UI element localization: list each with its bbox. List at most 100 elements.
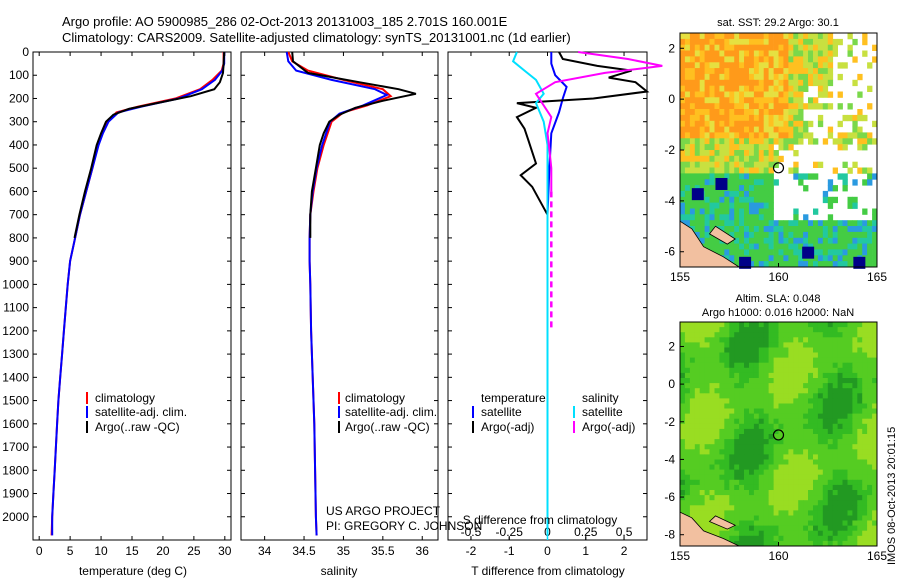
- map-cell: [768, 226, 774, 233]
- map-cell: [852, 367, 858, 374]
- map-cell: [817, 510, 824, 516]
- map-cell: [813, 337, 819, 343]
- map-cell: [709, 44, 715, 51]
- map-cell: [817, 408, 824, 414]
- map-x-tick-label: 165: [867, 549, 887, 563]
- map-cell: [853, 256, 866, 269]
- map-cell: [749, 434, 755, 440]
- map-cell: [719, 114, 725, 122]
- map-cell: [832, 38, 838, 46]
- map-cell: [739, 393, 745, 399]
- map-cell: [724, 190, 730, 198]
- map-cell: [847, 367, 853, 374]
- map-cell: [704, 155, 710, 163]
- map-cell: [768, 144, 774, 151]
- map-cell: [734, 495, 740, 501]
- map-cell: [862, 413, 868, 420]
- map-cell: [803, 103, 809, 110]
- map-cell: [699, 418, 705, 425]
- map-cell: [753, 44, 760, 51]
- map-cell: [724, 138, 730, 145]
- map-cell: [719, 103, 725, 110]
- map-cell: [684, 439, 691, 445]
- map-cell: [832, 490, 838, 496]
- map-cell: [773, 367, 779, 374]
- map-cell: [699, 434, 705, 440]
- map-cell: [709, 484, 715, 491]
- map-cell: [813, 255, 819, 262]
- map-cell: [793, 490, 799, 496]
- map-cell: [709, 464, 715, 470]
- map-cell: [788, 327, 794, 333]
- map-cell: [753, 449, 760, 455]
- map-cell: [734, 103, 740, 110]
- map-cell: [773, 73, 779, 81]
- map-cell: [680, 132, 686, 139]
- map-cell: [724, 357, 730, 364]
- map-cell: [724, 383, 730, 389]
- map-cell: [699, 220, 705, 227]
- map-cell: [872, 231, 878, 239]
- map-cell: [699, 444, 705, 450]
- map-cell: [773, 444, 779, 450]
- map-cell: [778, 434, 784, 440]
- map-cell: [803, 444, 809, 450]
- map-cell: [827, 530, 834, 537]
- map-cell: [758, 459, 765, 465]
- map-cell: [788, 530, 794, 537]
- map-cell: [744, 525, 750, 532]
- map-cell: [867, 423, 873, 430]
- map-cell: [694, 423, 701, 430]
- map-cell: [857, 337, 863, 343]
- map-cell: [813, 434, 819, 440]
- map-cell: [862, 525, 868, 532]
- map-cell: [822, 327, 829, 333]
- map-cell: [872, 408, 878, 414]
- map-cell: [744, 327, 750, 333]
- map-cell: [827, 459, 834, 465]
- map-cell: [749, 530, 755, 537]
- map-cell: [847, 495, 853, 501]
- map-cell: [798, 500, 804, 506]
- map-cell: [714, 173, 720, 180]
- map-cell: [817, 535, 824, 542]
- map-cell: [837, 357, 843, 364]
- map-cell: [709, 510, 715, 516]
- map-cell: [694, 50, 701, 57]
- map-cell: [867, 249, 873, 256]
- map-cell: [783, 97, 789, 104]
- map-cell: [758, 413, 765, 420]
- map-cell: [724, 226, 730, 233]
- map-cell: [744, 44, 750, 51]
- map-cell: [788, 79, 794, 87]
- map-cell: [709, 220, 715, 227]
- map-cell: [872, 249, 878, 256]
- map-cell: [798, 423, 804, 430]
- y-tick-label: 700: [9, 208, 29, 222]
- map-cell: [680, 408, 686, 414]
- map-cell: [758, 530, 765, 537]
- map-cell: [704, 454, 710, 460]
- map-cell: [709, 161, 715, 168]
- map-cell: [749, 372, 755, 379]
- map-cell: [684, 155, 691, 163]
- map-cell: [724, 444, 730, 450]
- map-cell: [872, 383, 878, 389]
- map-cell: [744, 352, 750, 358]
- map-cell: [798, 510, 804, 516]
- map-cell: [753, 73, 760, 81]
- map-cell: [744, 413, 750, 420]
- x-tick-label: 10: [94, 544, 108, 558]
- map-cell: [778, 79, 784, 87]
- map-cell: [773, 408, 779, 414]
- map-cell: [847, 408, 853, 414]
- map-cell: [813, 464, 819, 470]
- map-cell: [724, 459, 730, 465]
- map-cell: [719, 226, 725, 233]
- map-cell: [684, 50, 691, 57]
- map-cell: [867, 418, 873, 425]
- map-cell: [719, 479, 725, 486]
- map-cell: [803, 434, 809, 440]
- map-cell: [744, 114, 750, 122]
- map-cell: [773, 535, 779, 542]
